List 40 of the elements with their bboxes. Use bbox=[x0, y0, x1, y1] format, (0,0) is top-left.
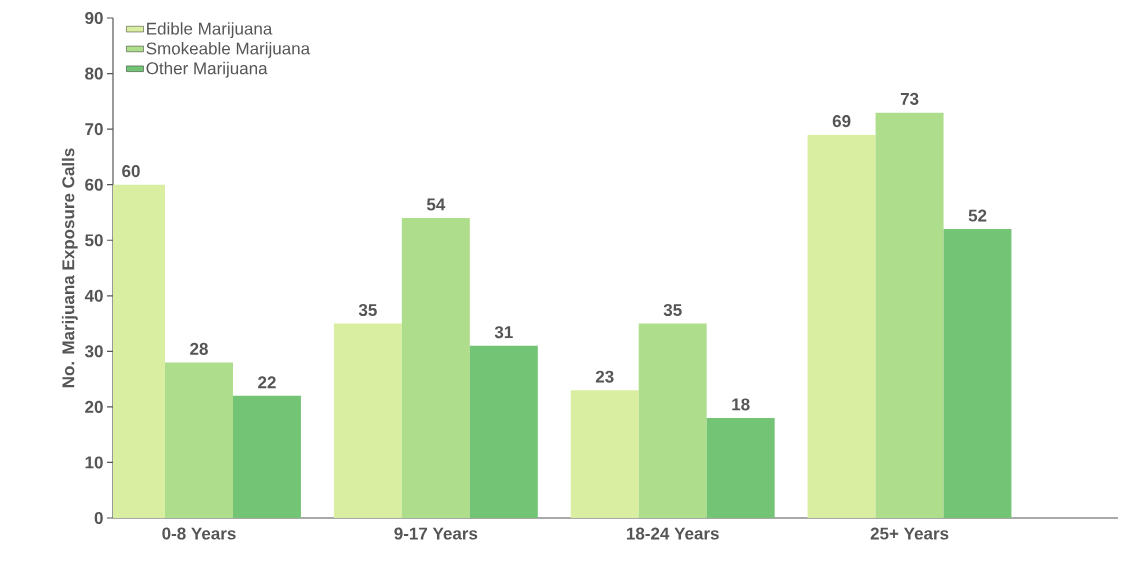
bar bbox=[943, 229, 1012, 518]
x-tick-label: 9-17 Years bbox=[394, 527, 478, 540]
bar bbox=[401, 218, 470, 518]
y-tick-label: 30 bbox=[84, 345, 103, 358]
legend-label: Edible Marijuana bbox=[147, 22, 273, 39]
data-label: 69 bbox=[832, 115, 851, 128]
bar bbox=[232, 395, 301, 518]
y-tick-label: 70 bbox=[85, 123, 103, 136]
y-axis-title: No. Marijuana Exposure Calls bbox=[61, 148, 78, 388]
y-tick-label: 80 bbox=[85, 67, 103, 80]
bar bbox=[570, 390, 639, 518]
bar bbox=[638, 323, 707, 518]
x-tick-label: 0-8 Years bbox=[162, 527, 236, 540]
legend-label: Smokeable Marijuana bbox=[146, 42, 311, 58]
data-label: 22 bbox=[258, 376, 276, 389]
y-tick-label: 90 bbox=[85, 11, 103, 25]
y-tick-label: 0 bbox=[94, 511, 103, 525]
data-label: 31 bbox=[494, 326, 513, 339]
data-label: 23 bbox=[595, 370, 614, 383]
data-label: 18 bbox=[732, 398, 750, 411]
y-tick-label: 50 bbox=[85, 234, 103, 247]
x-tick-label: 25+ Years bbox=[870, 527, 949, 540]
bar bbox=[333, 323, 402, 518]
y-tick-label: 20 bbox=[85, 400, 103, 413]
data-label: 60 bbox=[122, 165, 140, 178]
y-tick-label: 10 bbox=[85, 456, 103, 469]
legend-label: Other Marijuana bbox=[146, 61, 268, 78]
data-label: 73 bbox=[900, 92, 919, 105]
bar bbox=[807, 134, 876, 518]
data-label: 28 bbox=[190, 342, 208, 355]
bar bbox=[469, 345, 538, 518]
y-tick-label: 40 bbox=[84, 289, 103, 302]
data-label: 35 bbox=[358, 303, 377, 317]
x-tick-label: 18-24 Years bbox=[626, 527, 719, 540]
bar bbox=[875, 112, 944, 518]
bar bbox=[706, 418, 775, 518]
data-label: 35 bbox=[663, 303, 682, 317]
data-label: 52 bbox=[968, 209, 987, 222]
y-tick-label: 60 bbox=[85, 178, 103, 191]
data-label: 54 bbox=[426, 198, 446, 211]
